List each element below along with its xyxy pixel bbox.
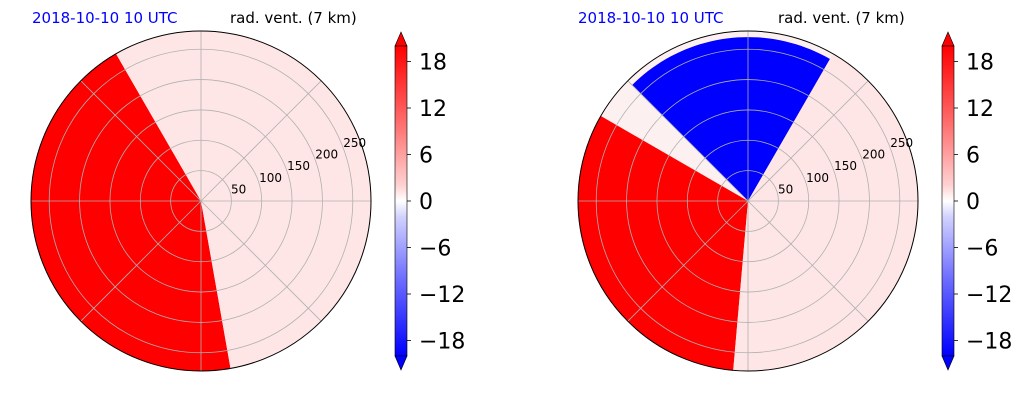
panel-right-variable-title: rad. vent. (7 km) (778, 9, 905, 27)
velocity-region-outbound-0 (31, 53, 231, 371)
radial-tick-label: 50 (778, 182, 793, 196)
colorbar-left-top-arrow (394, 31, 408, 47)
colorbar-tick-label: −6 (966, 237, 998, 262)
azimuth-line-135 (627, 80, 749, 202)
velocity-field-left (31, 31, 371, 371)
panel-right-date-title: 2018-10-10 10 UTC (578, 9, 724, 27)
panel-left-date-title: 2018-10-10 10 UTC (32, 9, 178, 27)
colorbar-right-top-arrow (941, 31, 955, 47)
velocity-region-inbound-1 (632, 37, 830, 201)
radial-tick-label: 150 (834, 159, 857, 173)
colorbar-left: 18 12 6 0 −6 −12 −18 (394, 31, 465, 371)
colorbar-tick-label: 6 (966, 144, 980, 169)
panel-right: 2018-10-10 10 UTC rad. vent. (7 km) 50 10… (577, 9, 1012, 372)
polar-frame-right (577, 30, 919, 372)
velocity-region-weak-2 (116, 31, 371, 369)
polar-frame-left (30, 30, 372, 372)
colorbar-tick-label: 12 (419, 97, 447, 122)
colorbar-tick-label: −12 (419, 283, 465, 308)
panel-left: 2018-10-10 10 UTC rad. vent. (7 km) 50 10… (30, 9, 465, 372)
azimuth-line-135 (80, 80, 202, 202)
radial-tick-label: 100 (806, 171, 829, 185)
colorbar-tick-label: 6 (419, 144, 433, 169)
radial-tick-label: 250 (343, 136, 366, 150)
polar-grid-left (31, 31, 371, 371)
azimuth-line-45 (747, 80, 869, 202)
colorbar-right: 18 12 6 0 −6 −12 −18 (941, 31, 1012, 371)
colorbar-tick-label: −18 (966, 330, 1012, 355)
velocity-field-right (578, 37, 918, 371)
radial-tick-label: 200 (315, 148, 338, 162)
colorbar-left-bottom-arrow (394, 355, 408, 371)
colorbar-tick-label: −18 (419, 330, 465, 355)
colorbar-tick-label: −6 (419, 237, 451, 262)
radial-tick-label: 200 (862, 148, 885, 162)
colorbar-tick-label: −12 (966, 283, 1012, 308)
radial-tick-label: 250 (890, 136, 913, 150)
radial-tick-label: 150 (287, 159, 310, 173)
polar-grid-right (578, 31, 918, 371)
colorbar-tick-label: 18 (419, 51, 447, 76)
radial-tick-labels-right: 50 100 150 200 250 (778, 136, 913, 197)
polar-plot-left: 50 100 150 200 250 (30, 30, 372, 372)
azimuth-line-315 (200, 200, 322, 322)
colorbar-right-bar (941, 45, 955, 357)
colorbar-tick-label: 12 (966, 97, 994, 122)
azimuth-line-45 (200, 80, 322, 202)
azimuth-line-315 (747, 200, 869, 322)
polar-plot-right: 50 100 150 200 250 (577, 30, 919, 372)
radial-tick-labels-left: 50 100 150 200 250 (231, 136, 366, 197)
panel-left-variable-title: rad. vent. (7 km) (230, 9, 357, 27)
colorbar-tick-label: 18 (966, 51, 994, 76)
azimuth-line-225 (627, 200, 749, 322)
colorbar-tick-label: 0 (966, 190, 980, 215)
velocity-region-weak-2 (733, 53, 918, 371)
radial-tick-label: 50 (231, 182, 246, 196)
colorbar-tick-label: 0 (419, 190, 433, 215)
colorbar-right-bottom-arrow (941, 355, 955, 371)
radial-tick-label: 100 (259, 171, 282, 185)
azimuth-line-225 (80, 200, 202, 322)
velocity-region-outbound-0 (578, 116, 748, 371)
colorbar-left-bar (394, 45, 408, 357)
